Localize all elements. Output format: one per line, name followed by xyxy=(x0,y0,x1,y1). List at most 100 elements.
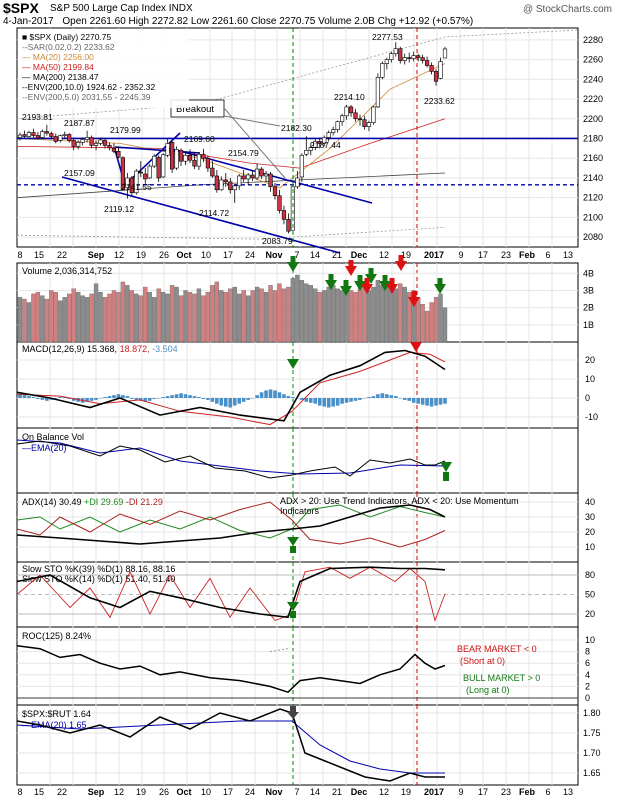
candle-body xyxy=(89,137,94,146)
x-axis-label-bottom: 19 xyxy=(401,787,411,797)
macd-title: MACD(12,26,9) 15.368, 18.872, -3.504 xyxy=(22,344,178,354)
roc-bear-note: BEAR MARKET < 0 xyxy=(457,644,537,654)
volume-bar xyxy=(76,292,81,343)
macd-histogram-bar xyxy=(22,395,27,398)
volume-bar xyxy=(362,283,367,343)
watermark: @ StockCharts.com xyxy=(522,4,612,15)
macd-histogram-bar xyxy=(156,398,161,399)
candle-body xyxy=(326,132,331,138)
macd-histogram-bar xyxy=(98,398,103,399)
volume-bar xyxy=(339,290,345,343)
macd-histogram-bar xyxy=(317,398,322,406)
macd-histogram-bar xyxy=(138,398,143,401)
volume-tick-label: 2B xyxy=(583,303,594,313)
volume-bar xyxy=(102,297,108,343)
macd-histogram-bar xyxy=(313,398,318,404)
macd-histogram-bar xyxy=(165,396,170,398)
price-annotation: 2157.09 xyxy=(64,168,95,178)
price-tick-label: 2280 xyxy=(583,35,603,45)
macd-histogram-bar xyxy=(179,393,183,398)
sto39-line xyxy=(16,566,446,619)
volume-accumulation-arrow xyxy=(287,256,299,272)
macd-histogram-bar xyxy=(367,397,371,398)
ma20-line xyxy=(16,63,446,189)
macd-histogram-bar xyxy=(107,396,112,398)
volume-bar xyxy=(232,286,237,343)
candle-body xyxy=(380,63,385,78)
candle-body xyxy=(304,150,309,155)
volume-bar xyxy=(156,288,161,343)
candle-body xyxy=(134,170,139,194)
candle-body xyxy=(143,173,148,180)
price-annotation: 2119.12 xyxy=(104,204,134,214)
candle-body xyxy=(241,175,246,180)
ratio-marker-arrow xyxy=(287,706,299,719)
volume-bar xyxy=(196,288,202,343)
macd-histogram-bar xyxy=(443,398,447,404)
candle-body xyxy=(429,65,434,72)
volume-bar xyxy=(331,285,336,343)
candle-body xyxy=(156,156,161,179)
x-axis-label: 23 xyxy=(501,250,511,260)
candle-body xyxy=(98,139,103,144)
volume-bar xyxy=(393,288,398,343)
volume-bar xyxy=(205,292,211,343)
macd-histogram-bar xyxy=(170,395,174,398)
macd-histogram-bar xyxy=(85,398,89,402)
panel-frame-ratio xyxy=(16,704,579,786)
adx-tick-label: 40 xyxy=(585,497,595,507)
x-axis-label: 2017 xyxy=(424,250,444,260)
x-axis-label-bottom: Nov xyxy=(265,787,282,797)
volume-bar xyxy=(424,310,430,343)
macd-histogram-bar xyxy=(349,398,353,402)
volume-bar xyxy=(407,292,412,343)
volume-bar xyxy=(317,292,322,343)
x-axis-label-bottom: 14 xyxy=(310,787,320,797)
chart-symbol: $SPX xyxy=(3,0,39,16)
volume-bar xyxy=(111,290,117,343)
candle-body xyxy=(340,115,345,123)
x-axis-label-bottom: 15 xyxy=(34,787,44,797)
candle-body xyxy=(295,177,300,188)
x-axis-label-bottom: 9 xyxy=(458,787,463,797)
volume-bar xyxy=(402,286,407,343)
volume-bar xyxy=(290,278,296,343)
x-axis-label-bottom: 13 xyxy=(563,787,573,797)
breakout-pointer xyxy=(223,107,286,179)
macd-histogram-bar xyxy=(371,396,376,398)
x-axis-label-bottom: Sep xyxy=(88,787,105,797)
adx-tick-label: 30 xyxy=(585,512,595,522)
candle-body xyxy=(308,147,313,151)
x-axis-label: 12 xyxy=(379,250,389,260)
adx-value: ADX(14) 30.49 xyxy=(22,497,84,507)
candle-body xyxy=(389,53,394,60)
sto14-line xyxy=(16,566,446,622)
price-tick-label: 2160 xyxy=(583,153,603,163)
price-annotation: 2233.62 xyxy=(424,96,455,106)
macd-histogram-bar xyxy=(125,396,130,398)
ratio-tick-label: 1.75 xyxy=(583,728,601,738)
volume-bar xyxy=(250,290,255,343)
volume-bar xyxy=(219,290,224,343)
macd-histogram-bar xyxy=(340,398,344,404)
macd-histogram-bar xyxy=(286,396,291,398)
panel-frame-obv xyxy=(16,427,579,494)
price-tick-label: 2260 xyxy=(583,55,603,65)
macd-histogram-bar xyxy=(264,390,268,398)
macd-histogram-bar xyxy=(103,397,107,398)
candle-body xyxy=(116,151,121,158)
volume-distribution-arrow xyxy=(361,278,373,294)
macd-histogram-bar xyxy=(143,398,148,402)
candle-body xyxy=(187,154,193,161)
macd-histogram-bar xyxy=(89,398,94,401)
macd-histogram-bar xyxy=(67,398,72,399)
candle-body xyxy=(402,57,407,61)
price-tick-label: 2220 xyxy=(583,94,603,104)
volume-bar xyxy=(322,290,327,343)
x-axis-label: 14 xyxy=(310,250,320,260)
candle-body xyxy=(223,179,228,183)
candle-body xyxy=(107,145,112,149)
volume-bar xyxy=(389,290,394,343)
volume-accumulation-arrow xyxy=(365,268,377,284)
sto-up-arrow xyxy=(287,602,299,618)
